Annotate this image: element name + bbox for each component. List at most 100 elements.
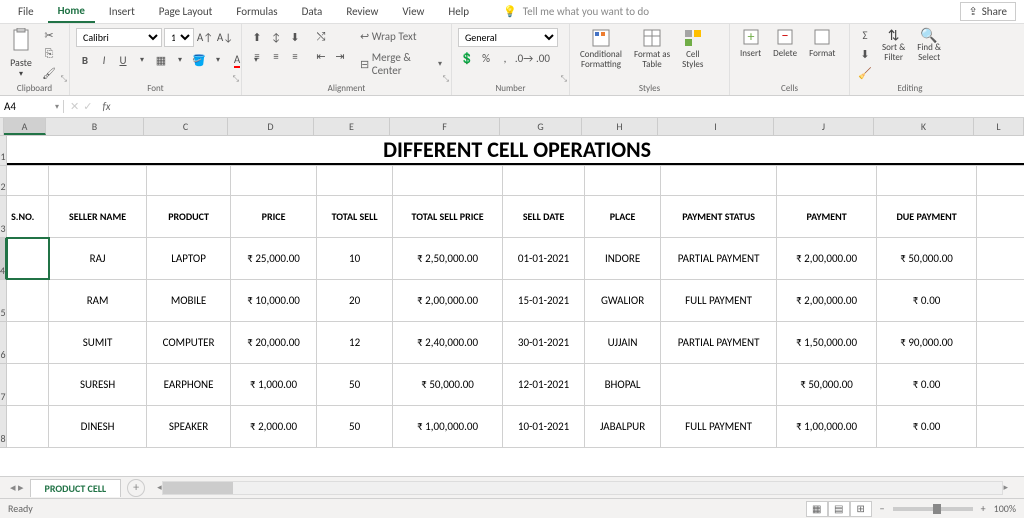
paste-button[interactable]: Paste ▾ bbox=[6, 26, 36, 81]
cell[interactable] bbox=[7, 280, 49, 321]
align-top-button[interactable]: ⬆ bbox=[248, 28, 266, 46]
increase-indent-button[interactable]: ⇥ bbox=[331, 47, 349, 65]
cancel-icon[interactable]: ✕ bbox=[70, 100, 79, 113]
fill-color-button[interactable]: 🪣 bbox=[190, 51, 208, 69]
merge-center-button[interactable]: ⊟ Merge & Center ▾ bbox=[357, 49, 445, 79]
cell[interactable]: 20 bbox=[317, 280, 393, 321]
header-cell[interactable]: SELL DATE bbox=[503, 196, 585, 237]
cell[interactable]: ₹ 2,00,000.00 bbox=[777, 238, 877, 279]
orientation-button[interactable]: ⤭ bbox=[312, 28, 330, 46]
decrease-decimal-button[interactable]: .00 bbox=[534, 49, 552, 67]
horizontal-scrollbar[interactable]: ◂ ▸ bbox=[157, 481, 1008, 495]
accounting-button[interactable]: 💲 bbox=[458, 49, 476, 67]
insert-cells-button[interactable]: + Insert bbox=[736, 26, 765, 61]
cell[interactable]: BHOPAL bbox=[585, 364, 661, 405]
header-cell[interactable]: DUE PAYMENT bbox=[877, 196, 977, 237]
header-cell[interactable]: PLACE bbox=[585, 196, 661, 237]
menu-insert[interactable]: Insert bbox=[99, 1, 145, 22]
clear-button[interactable]: 🧹 bbox=[856, 64, 874, 82]
cell[interactable] bbox=[393, 166, 503, 195]
cell[interactable]: ₹ 1,00,000.00 bbox=[777, 406, 877, 447]
row-header-5[interactable]: 5 bbox=[0, 280, 7, 322]
cell[interactable] bbox=[977, 364, 1024, 405]
underline-button[interactable]: U bbox=[114, 51, 132, 69]
cell[interactable]: MOBILE bbox=[147, 280, 231, 321]
align-left-button[interactable]: ≡ bbox=[248, 47, 266, 65]
row-header-3[interactable]: 3 bbox=[0, 196, 7, 238]
menu-review[interactable]: Review bbox=[336, 1, 388, 22]
column-header-I[interactable]: I bbox=[658, 118, 774, 135]
font-name-select[interactable]: Calibri bbox=[76, 28, 162, 47]
column-header-D[interactable]: D bbox=[228, 118, 314, 135]
tab-nav[interactable]: ◂ ▸ bbox=[4, 481, 30, 494]
column-header-E[interactable]: E bbox=[314, 118, 390, 135]
column-header-J[interactable]: J bbox=[774, 118, 874, 135]
column-header-K[interactable]: K bbox=[874, 118, 974, 135]
cell[interactable]: 50 bbox=[317, 364, 393, 405]
cell[interactable]: ₹ 50,000.00 bbox=[393, 364, 503, 405]
cell[interactable] bbox=[7, 364, 49, 405]
page-break-view-button[interactable]: ⊞ bbox=[850, 501, 872, 517]
cell[interactable]: ₹ 50,000.00 bbox=[777, 364, 877, 405]
decrease-font-button[interactable]: A↓ bbox=[216, 28, 234, 46]
cell[interactable]: PARTIAL PAYMENT bbox=[661, 322, 777, 363]
tell-me-search[interactable]: 💡 Tell me what you want to do bbox=[503, 5, 649, 18]
bold-button[interactable]: B bbox=[76, 51, 94, 69]
copy-button[interactable]: ⎘ bbox=[40, 45, 58, 63]
cell[interactable]: ₹ 0.00 bbox=[877, 406, 977, 447]
increase-decimal-button[interactable]: .0→ bbox=[515, 49, 533, 67]
align-right-button[interactable]: ≡ bbox=[286, 47, 304, 65]
clipboard-dialog-launcher[interactable]: ⤡ bbox=[61, 74, 67, 84]
column-header-F[interactable]: F bbox=[390, 118, 500, 135]
border-button[interactable]: ▦ bbox=[152, 51, 170, 69]
font-size-select[interactable]: 11 bbox=[164, 28, 194, 47]
row-header-6[interactable]: 6 bbox=[0, 322, 7, 364]
cell[interactable] bbox=[7, 406, 49, 447]
cell[interactable]: SUMIT bbox=[49, 322, 147, 363]
menu-data[interactable]: Data bbox=[292, 1, 333, 22]
cell[interactable]: JABALPUR bbox=[585, 406, 661, 447]
cell[interactable] bbox=[231, 166, 317, 195]
cell[interactable]: PARTIAL PAYMENT bbox=[661, 238, 777, 279]
cell[interactable]: DINESH bbox=[49, 406, 147, 447]
header-cell[interactable]: S.NO. bbox=[7, 196, 49, 237]
cell-styles-button[interactable]: Cell Styles bbox=[678, 26, 707, 72]
zoom-out-button[interactable]: − bbox=[880, 502, 885, 515]
zoom-in-button[interactable]: + bbox=[981, 502, 986, 515]
cell[interactable]: 10-01-2021 bbox=[503, 406, 585, 447]
menu-home[interactable]: Home bbox=[48, 0, 95, 23]
normal-view-button[interactable]: ▦ bbox=[806, 501, 828, 517]
format-as-table-button[interactable]: Format as Table bbox=[630, 26, 674, 72]
cell[interactable] bbox=[977, 238, 1024, 279]
zoom-level[interactable]: 100% bbox=[994, 502, 1016, 515]
header-cell[interactable]: SELLER NAME bbox=[49, 196, 147, 237]
border-dropdown[interactable]: ▾ bbox=[171, 51, 189, 69]
header-cell[interactable]: TOTAL SELL bbox=[317, 196, 393, 237]
underline-dropdown[interactable]: ▾ bbox=[133, 51, 151, 69]
column-header-G[interactable]: G bbox=[500, 118, 582, 135]
cell[interactable]: 50 bbox=[317, 406, 393, 447]
share-button[interactable]: ⇪ Share bbox=[960, 2, 1016, 21]
formula-input[interactable] bbox=[115, 100, 1024, 113]
format-painter-button[interactable]: 🖌 bbox=[40, 64, 58, 82]
add-sheet-button[interactable]: + bbox=[127, 479, 145, 497]
sort-filter-button[interactable]: ⇅ Sort & Filter bbox=[878, 26, 909, 65]
percent-button[interactable]: % bbox=[477, 49, 495, 67]
cell[interactable] bbox=[777, 166, 877, 195]
cell[interactable]: ₹ 0.00 bbox=[877, 364, 977, 405]
cell[interactable]: ₹ 10,000.00 bbox=[231, 280, 317, 321]
delete-cells-button[interactable]: − Delete bbox=[769, 26, 801, 61]
zoom-slider[interactable] bbox=[893, 507, 973, 511]
cell[interactable] bbox=[49, 166, 147, 195]
column-header-B[interactable]: B bbox=[46, 118, 144, 135]
font-dialog-launcher[interactable]: ⤡ bbox=[233, 74, 239, 84]
decrease-indent-button[interactable]: ⇤ bbox=[312, 47, 330, 65]
cell[interactable]: COMPUTER bbox=[147, 322, 231, 363]
cell[interactable]: ₹ 2,00,000.00 bbox=[777, 280, 877, 321]
cell[interactable]: ₹ 20,000.00 bbox=[231, 322, 317, 363]
number-dialog-launcher[interactable]: ⤡ bbox=[561, 74, 567, 84]
cell[interactable] bbox=[977, 322, 1024, 363]
cell[interactable] bbox=[147, 166, 231, 195]
cell[interactable]: 10 bbox=[317, 238, 393, 279]
alignment-dialog-launcher[interactable]: ⤡ bbox=[443, 74, 449, 84]
